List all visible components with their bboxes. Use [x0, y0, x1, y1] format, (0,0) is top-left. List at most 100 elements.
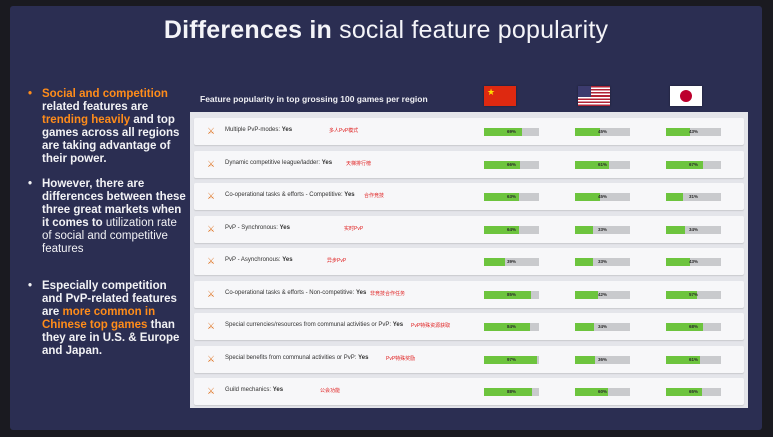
- bar-fill: [484, 290, 531, 299]
- percentage-value: 66%: [506, 161, 516, 167]
- bar-fill: [666, 225, 685, 234]
- feature-label: PvP - Synchronous: Yes: [225, 224, 290, 231]
- china-percentage-bar: 88%: [484, 388, 539, 396]
- feature-label: Co-operational tasks & efforts - Non-com…: [225, 289, 367, 296]
- bar-fill: [666, 193, 684, 201]
- feature-note: 天梯排行榜: [346, 160, 372, 167]
- percentage-value: 69%: [506, 129, 516, 134]
- feature-note: 非竞技合作任务: [370, 290, 406, 297]
- feature-label: Guild mechanics: Yes: [225, 387, 284, 393]
- feature-table: ⚔ Multiple PvP-modes: Yes 多人PvP模式 69% 45% 43%…: [190, 112, 748, 408]
- bar-fill: [575, 355, 595, 364]
- percentage-value: 45%: [597, 129, 607, 134]
- china-percentage-bar: 63%: [484, 193, 539, 201]
- feature-note: 公会功能: [320, 388, 341, 394]
- bullet-social: • Social and competition related feature…: [28, 88, 180, 165]
- percentage-value: 42%: [597, 291, 607, 297]
- japan-percentage-bar: 43%: [666, 258, 721, 266]
- feature-note: 多人PvP模式: [329, 128, 359, 134]
- bar-fill: [575, 160, 609, 169]
- bullet-list: • Social and competition related feature…: [26, 88, 186, 370]
- swords-icon: ⚔: [207, 158, 216, 169]
- swords-icon: ⚔: [207, 126, 216, 136]
- bar-fill: [575, 388, 608, 396]
- usa-flag-icon: [578, 86, 610, 106]
- japan-percentage-bar: 57%: [666, 290, 721, 299]
- bar-fill: [666, 290, 698, 299]
- table-heading: Feature popularity in top grossing 100 g…: [200, 94, 428, 104]
- bar-fill: [666, 355, 700, 364]
- bar-fill: [575, 128, 600, 136]
- usa-percentage-bar: 36%: [575, 355, 630, 364]
- feature-note: PvP特殊资源获取: [411, 323, 451, 329]
- slide: Differences in social feature popularity…: [10, 6, 762, 430]
- usa-percentage-bar: 42%: [575, 290, 630, 299]
- china-percentage-bar: 85%: [484, 290, 539, 299]
- percentage-value: 31%: [688, 194, 698, 199]
- percentage-value: 67%: [688, 161, 698, 167]
- bar-fill: [666, 323, 704, 331]
- china-flag-icon: ★: [484, 86, 516, 106]
- swords-icon: ⚔: [207, 353, 216, 364]
- table-row: ⚔ Dynamic competitive league/ladder: Yes 天…: [194, 150, 744, 178]
- china-percentage-bar: 84%: [484, 323, 539, 331]
- percentage-value: 45%: [597, 194, 607, 199]
- percentage-value: 61%: [597, 161, 607, 167]
- title-bold: Differences in: [163, 16, 332, 44]
- bar-fill: [484, 388, 533, 396]
- bar-fill: [484, 225, 520, 234]
- china-percentage-bar: 97%: [484, 355, 539, 364]
- feature-label: Co-operational tasks & efforts - Competi…: [225, 192, 355, 198]
- usa-percentage-bar: 61%: [575, 160, 630, 169]
- japan-flag-icon: [670, 86, 702, 106]
- usa-percentage-bar: 45%: [575, 193, 630, 201]
- bullet-pvp: • Especially competition and PvP-related…: [28, 280, 180, 357]
- percentage-value: 97%: [506, 356, 516, 362]
- percentage-value: 34%: [688, 226, 698, 232]
- bar-fill: [575, 258, 594, 266]
- percentage-value: 33%: [597, 259, 607, 264]
- usa-percentage-bar: 45%: [575, 128, 630, 136]
- bar-fill: [575, 193, 600, 201]
- percentage-value: 84%: [506, 324, 516, 329]
- percentage-value: 68%: [688, 324, 698, 329]
- bar-fill: [575, 290, 599, 299]
- percentage-value: 61%: [688, 356, 698, 362]
- swords-icon: ⚔: [207, 256, 216, 266]
- bar-fill: [666, 388, 702, 396]
- feature-label: Multiple PvP-modes: Yes: [225, 127, 293, 133]
- japan-percentage-bar: 68%: [666, 323, 721, 331]
- feature-note: 异步PvP: [327, 258, 347, 264]
- percentage-value: 43%: [688, 259, 698, 264]
- bullet-dot: •: [28, 280, 33, 292]
- japan-percentage-bar: 34%: [666, 225, 721, 234]
- table-row: ⚔ PvP - Asynchronous: Yes 异步PvP 39% 33% 43%: [194, 248, 744, 275]
- bullet-differences: • However, there are differences between…: [28, 178, 186, 255]
- swords-icon: ⚔: [207, 223, 216, 234]
- bar-fill: [484, 128, 522, 136]
- china-percentage-bar: 69%: [484, 128, 539, 136]
- table-row: ⚔ Co-operational tasks & efforts - Compet…: [194, 183, 744, 210]
- feature-note: PvP特殊奖励: [386, 355, 416, 362]
- swords-icon: ⚔: [207, 191, 216, 201]
- table-row: ⚔ Special benefits from communal activiti…: [194, 345, 744, 373]
- feature-note: 合作竞技: [364, 193, 385, 199]
- bar-fill: [575, 323, 594, 331]
- usa-percentage-bar: 34%: [575, 323, 630, 331]
- china-percentage-bar: 66%: [484, 160, 539, 169]
- bar-fill: [484, 160, 521, 169]
- percentage-value: 63%: [506, 194, 516, 199]
- bar-fill: [484, 323, 531, 331]
- table-row: ⚔ PvP - Synchronous: Yes 实时PvP 64% 33% 34%: [194, 215, 744, 243]
- percentage-value: 43%: [688, 129, 698, 134]
- feature-label: Special benefits from communal activitie…: [225, 354, 369, 361]
- percentage-value: 36%: [597, 356, 607, 362]
- table-row: ⚔ Multiple PvP-modes: Yes 多人PvP模式 69% 45% 43%: [194, 118, 744, 145]
- swords-icon: ⚔: [207, 321, 216, 331]
- title-normal: social feature popularity: [339, 16, 609, 44]
- usa-percentage-bar: 33%: [575, 225, 630, 234]
- feature-label: PvP - Asynchronous: Yes: [225, 257, 293, 263]
- percentage-value: 88%: [506, 389, 516, 394]
- bar-fill: [666, 128, 690, 136]
- bar-fill: [666, 258, 690, 266]
